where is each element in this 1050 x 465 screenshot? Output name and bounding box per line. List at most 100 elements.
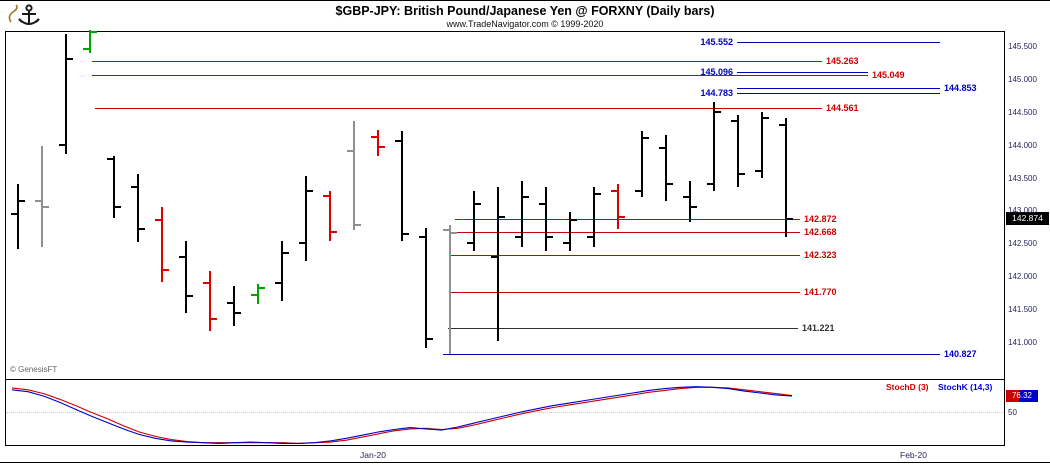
ohlc-close-tick: [763, 117, 769, 120]
ohlc-close-tick: [451, 231, 457, 234]
price-axis-tick: 145.000: [1008, 74, 1037, 84]
price-level-label: 141.221: [802, 322, 835, 333]
price-level-line: [455, 218, 800, 220]
ohlc-open-tick: [203, 282, 209, 284]
ohlc-open-tick: [251, 293, 257, 296]
ohlc-open-tick: [371, 135, 377, 138]
ohlc-open-tick: [707, 183, 713, 185]
ohlc-bar: [569, 211, 571, 252]
ohlc-close-tick: [499, 216, 505, 218]
stoch-mid-axis-label: 50: [1008, 407, 1017, 417]
price-level-line: [450, 232, 800, 234]
ohlc-open-tick: [443, 229, 449, 232]
ohlc-bar: [137, 174, 139, 243]
stoch-50-gridline: [6, 412, 1004, 413]
price-axis-tick: 142.500: [1008, 239, 1037, 249]
ohlc-bar: [161, 206, 163, 282]
ohlc-open-tick: [323, 194, 329, 197]
price-level-label: 140.827: [944, 348, 977, 359]
price-axis-tick: 144.000: [1008, 140, 1037, 150]
price-axis-tick: 144.500: [1008, 107, 1037, 117]
anchor-ring: [25, 4, 33, 12]
ohlc-close-tick: [331, 230, 337, 233]
price-level-line: [92, 61, 822, 63]
ohlc-bar: [329, 190, 331, 242]
price-level-label: 142.872: [804, 213, 837, 224]
ohlc-close-tick: [235, 311, 241, 314]
price-chart-canvas[interactable]: [5, 31, 1005, 446]
price-level-label: 142.668: [804, 227, 837, 238]
genesis-watermark: © GenesisFT: [10, 365, 58, 374]
ohlc-open-tick: [683, 196, 689, 199]
ohlc-bar: [545, 186, 547, 252]
price-level-label: 145.096: [700, 67, 733, 78]
ohlc-close-tick: [259, 287, 265, 290]
ohlc-bar: [17, 184, 19, 249]
ohlc-bar: [449, 225, 451, 354]
ohlc-open-tick: [539, 202, 545, 205]
chart-title: $GBP-JPY: British Pound/Japanese Yen @ F…: [335, 4, 715, 18]
ohlc-open-tick: [587, 235, 593, 238]
price-level-line: [448, 327, 798, 329]
ohlc-bar: [521, 181, 523, 247]
price-level-line: [737, 42, 940, 44]
price-level-label: 141.770: [804, 286, 837, 297]
ohlc-close-tick: [403, 232, 409, 235]
ohlc-bar: [593, 186, 595, 247]
stoch-d-legend-label: StochD (3): [886, 382, 929, 392]
ohlc-bar: [281, 241, 283, 302]
price-level-label: 145.552: [700, 37, 733, 48]
ohlc-open-tick: [467, 242, 473, 245]
last-price-badge: 142.874: [1006, 212, 1049, 226]
ohlc-close-tick: [307, 189, 313, 192]
ohlc-bar: [113, 156, 115, 219]
ohlc-close-tick: [715, 110, 721, 113]
ohlc-bar: [497, 186, 499, 342]
ohlc-close-tick: [787, 217, 793, 220]
ohlc-open-tick: [395, 140, 401, 143]
ohlc-open-tick: [419, 235, 425, 238]
trade-navigator-anchor-logo: [8, 4, 40, 25]
ohlc-bar: [305, 176, 307, 262]
price-level-line: [450, 291, 800, 293]
stochastic-plot[interactable]: [5, 381, 1005, 444]
ohlc-open-tick: [107, 158, 113, 160]
ohlc-bar: [41, 146, 43, 247]
price-level-label: 144.561: [826, 102, 859, 113]
ohlc-open-tick: [563, 242, 569, 245]
ohlc-close-tick: [523, 196, 529, 199]
ohlc-close-tick: [91, 31, 97, 34]
ohlc-bar: [665, 134, 667, 202]
bottom-frame-line: [0, 462, 1050, 463]
ohlc-bar: [473, 191, 475, 252]
ohlc-open-tick: [515, 235, 521, 238]
ohlc-bar: [425, 227, 427, 349]
ohlc-close-tick: [211, 318, 217, 321]
ohlc-close-tick: [379, 146, 385, 149]
ohlc-close-tick: [475, 202, 481, 205]
price-level-line: [450, 255, 800, 257]
ohlc-bar: [785, 118, 787, 237]
price-axis-tick: 145.500: [1008, 41, 1037, 51]
ohlc-close-tick: [43, 206, 49, 209]
ohlc-bar: [209, 271, 211, 332]
ohlc-bar: [233, 286, 235, 327]
ohlc-bar: [689, 181, 691, 222]
price-level-line: [737, 92, 940, 94]
ohlc-close-tick: [139, 227, 145, 230]
anchor-rope: [8, 4, 18, 23]
price-axis-tick: 143.500: [1008, 173, 1037, 183]
price-level-label: 145.049: [872, 70, 905, 81]
price-axis-tick: 141.500: [1008, 305, 1037, 315]
ohlc-close-tick: [283, 252, 289, 255]
price-level-label: 144.783: [700, 87, 733, 98]
ohlc-close-tick: [19, 199, 25, 202]
ohlc-open-tick: [611, 189, 617, 192]
ohlc-bar: [713, 101, 715, 192]
time-axis-label-feb: Feb-20: [900, 450, 927, 460]
ohlc-open-tick: [59, 143, 65, 146]
ohlc-open-tick: [779, 123, 785, 126]
price-level-line: [92, 75, 868, 77]
price-level-line: [737, 72, 868, 74]
